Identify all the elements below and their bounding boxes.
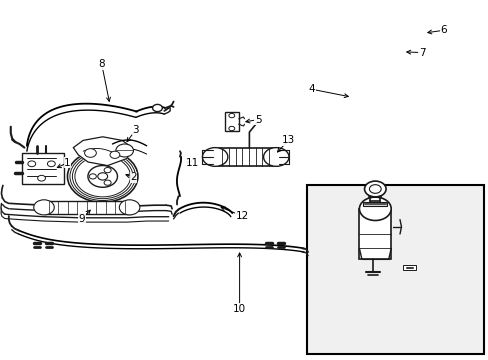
Circle shape bbox=[47, 161, 55, 167]
Circle shape bbox=[89, 174, 96, 179]
Circle shape bbox=[104, 180, 111, 185]
Text: 6: 6 bbox=[440, 25, 447, 35]
Text: 2: 2 bbox=[130, 172, 137, 182]
Circle shape bbox=[34, 200, 54, 215]
Text: 10: 10 bbox=[233, 304, 245, 314]
Text: 9: 9 bbox=[79, 213, 85, 224]
Circle shape bbox=[228, 126, 234, 131]
Polygon shape bbox=[73, 137, 132, 166]
Circle shape bbox=[202, 148, 227, 166]
Bar bbox=[224, 112, 238, 131]
Text: 7: 7 bbox=[418, 48, 425, 58]
Circle shape bbox=[110, 151, 120, 158]
Bar bbox=[359, 209, 390, 259]
Circle shape bbox=[38, 175, 45, 181]
Circle shape bbox=[88, 166, 117, 187]
Circle shape bbox=[98, 173, 107, 180]
Circle shape bbox=[116, 144, 133, 157]
Bar bbox=[306, 185, 483, 354]
Bar bbox=[22, 153, 63, 184]
Circle shape bbox=[104, 167, 111, 173]
Text: 1: 1 bbox=[64, 158, 71, 168]
Circle shape bbox=[364, 181, 386, 197]
Circle shape bbox=[84, 149, 96, 157]
Circle shape bbox=[119, 200, 140, 215]
Text: 5: 5 bbox=[254, 114, 261, 125]
Circle shape bbox=[152, 104, 162, 112]
Bar bbox=[403, 265, 415, 270]
Circle shape bbox=[359, 197, 390, 220]
Bar bbox=[363, 202, 386, 206]
Circle shape bbox=[28, 161, 36, 167]
Circle shape bbox=[369, 185, 381, 193]
Bar bbox=[215, 148, 276, 166]
Bar bbox=[44, 201, 129, 214]
Circle shape bbox=[263, 148, 288, 166]
Circle shape bbox=[228, 113, 234, 118]
Circle shape bbox=[67, 150, 138, 202]
Text: 12: 12 bbox=[235, 211, 248, 221]
Text: 4: 4 bbox=[308, 84, 315, 94]
Text: 13: 13 bbox=[281, 135, 295, 145]
Text: 11: 11 bbox=[185, 158, 199, 168]
Text: 8: 8 bbox=[98, 59, 105, 69]
Text: 3: 3 bbox=[132, 125, 139, 135]
